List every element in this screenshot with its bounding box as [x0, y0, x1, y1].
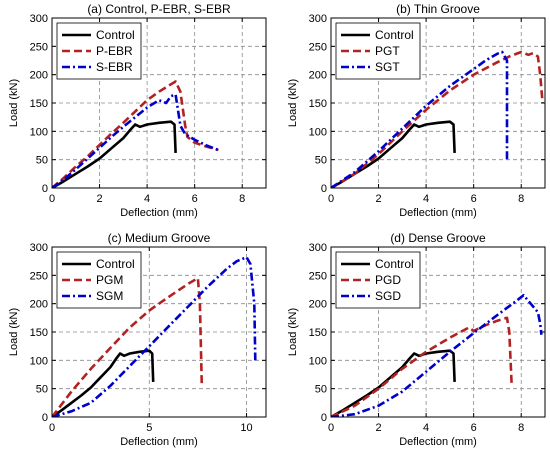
x-tick-label: 4 — [144, 193, 150, 205]
y-tick-label: 50 — [315, 155, 327, 167]
x-tick-label: 6 — [471, 422, 477, 434]
series-line-pgd — [331, 316, 513, 417]
subplot-title: (c) Medium Groove — [108, 231, 211, 245]
legend-label: PGM — [96, 273, 123, 287]
x-tick-label: 8 — [518, 193, 524, 205]
series-group — [331, 50, 544, 188]
y-tick-label: 0 — [321, 183, 327, 195]
series-group — [52, 80, 219, 188]
y-tick-label: 100 — [30, 126, 48, 138]
legend: Control P-EBR S-EBR — [56, 22, 142, 80]
subplot-2: 0 2 4 6 8 0 50 100 150 200 250 300 (b) Thin Groove De… — [287, 2, 546, 219]
legend: Control PGD SGD — [335, 251, 421, 309]
legend-label: PGD — [375, 273, 401, 287]
y-tick-label: 300 — [30, 13, 48, 25]
y-tick-label: 100 — [309, 126, 327, 138]
series-line-pgt — [331, 50, 544, 188]
x-tick-label: 0 — [49, 422, 55, 434]
y-tick-label: 250 — [30, 41, 48, 53]
y-tick-label: 0 — [321, 412, 327, 424]
x-axis-label: Deflection (mm) — [399, 436, 477, 448]
legend-label: Control — [375, 28, 414, 42]
x-tick-label: 6 — [471, 193, 477, 205]
series-line-s-ebr — [52, 93, 219, 188]
y-tick-label: 250 — [30, 270, 48, 282]
legend-label: SGM — [96, 289, 123, 303]
legend-box — [335, 251, 421, 309]
y-tick-label: 150 — [30, 98, 48, 110]
legend-label: Control — [96, 257, 135, 271]
legend-label: SGT — [375, 60, 400, 74]
series-line-control — [52, 120, 177, 188]
legend: Control PGM SGM — [56, 251, 142, 309]
legend-label: Control — [375, 257, 414, 271]
series-line-p-ebr — [52, 80, 219, 188]
x-tick-label: 4 — [423, 193, 429, 205]
series-line-control — [331, 349, 456, 417]
y-tick-label: 250 — [309, 41, 327, 53]
y-tick-label: 300 — [309, 242, 327, 254]
legend-label: S-EBR — [96, 60, 133, 74]
y-tick-label: 50 — [36, 155, 48, 167]
legend: Control PGT SGT — [335, 22, 421, 80]
legend-label: SGD — [375, 289, 401, 303]
y-tick-label: 100 — [30, 355, 48, 367]
x-tick-label: 5 — [146, 422, 152, 434]
y-tick-label: 50 — [315, 384, 327, 396]
series-group — [52, 255, 257, 417]
y-tick-label: 150 — [309, 98, 327, 110]
legend-label: Control — [96, 28, 135, 42]
x-axis-label: Deflection (mm) — [399, 207, 477, 219]
subplot-4: 0 2 4 6 8 0 50 100 150 200 250 300 (d) Dense Groove D… — [287, 231, 546, 448]
y-tick-label: 50 — [36, 384, 48, 396]
y-tick-label: 300 — [30, 242, 48, 254]
y-tick-label: 300 — [309, 13, 327, 25]
x-tick-label: 8 — [239, 193, 245, 205]
y-tick-label: 200 — [30, 70, 48, 82]
x-tick-label: 4 — [423, 422, 429, 434]
x-tick-label: 6 — [192, 193, 198, 205]
x-tick-label: 0 — [49, 193, 55, 205]
y-tick-label: 200 — [309, 70, 327, 82]
subplot-title: (a) Control, P-EBR, S-EBR — [87, 2, 231, 16]
series-line-sgd — [331, 293, 543, 417]
series-line-pgm — [52, 276, 204, 417]
x-tick-label: 0 — [328, 422, 334, 434]
legend-label: P-EBR — [96, 44, 133, 58]
y-tick-label: 100 — [309, 355, 327, 367]
subplot-title: (b) Thin Groove — [396, 2, 480, 16]
legend-box — [56, 251, 142, 309]
y-tick-label: 200 — [309, 299, 327, 311]
y-tick-label: 150 — [30, 327, 48, 339]
series-line-sgm — [52, 255, 257, 417]
x-axis-label: Deflection (mm) — [120, 207, 198, 219]
y-axis-label: Load (kN) — [8, 308, 20, 356]
x-tick-label: 0 — [328, 193, 334, 205]
series-line-sgt — [331, 50, 509, 188]
y-tick-label: 0 — [42, 183, 48, 195]
x-tick-label: 2 — [96, 193, 102, 205]
x-tick-label: 2 — [375, 422, 381, 434]
y-tick-label: 250 — [309, 270, 327, 282]
series-line-control — [331, 120, 456, 188]
y-axis-label: Load (kN) — [287, 79, 299, 127]
legend-box — [56, 22, 142, 80]
legend-label: PGT — [375, 44, 400, 58]
x-axis-label: Deflection (mm) — [120, 436, 198, 448]
x-tick-label: 10 — [240, 422, 252, 434]
y-tick-label: 200 — [30, 299, 48, 311]
y-tick-label: 0 — [42, 412, 48, 424]
y-axis-label: Load (kN) — [8, 79, 20, 127]
series-group — [331, 293, 543, 417]
y-tick-label: 150 — [309, 327, 327, 339]
legend-box — [335, 22, 421, 80]
x-tick-label: 8 — [518, 422, 524, 434]
y-axis-label: Load (kN) — [287, 308, 299, 356]
x-tick-label: 2 — [375, 193, 381, 205]
subplot-title: (d) Dense Groove — [390, 231, 486, 245]
subplot-1: 0 2 4 6 8 0 50 100 150 200 250 300 (a) Control, P-EB… — [8, 2, 267, 219]
